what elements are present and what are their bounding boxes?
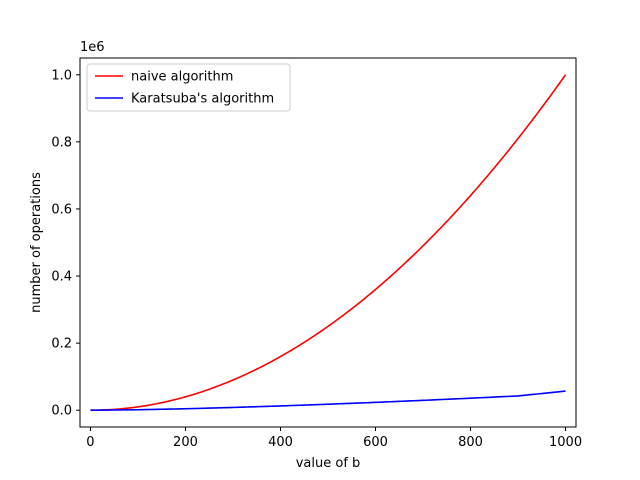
y-tick-label: 0.4 <box>51 270 72 285</box>
x-axis-ticks: 0 200 400 600 800 1000 <box>86 427 582 450</box>
x-tick-label: 400 <box>268 435 293 450</box>
plot-lines <box>90 74 567 412</box>
y-tick-label: 0.6 <box>51 202 72 217</box>
x-tick-label: 1000 <box>549 435 582 450</box>
x-tick-label: 800 <box>458 435 483 450</box>
legend-box <box>86 63 291 112</box>
series-line-naive <box>90 74 567 412</box>
y-axis-ticks: 0.0 0.2 0.4 0.6 0.8 1.0 <box>51 68 80 419</box>
x-tick-label: 600 <box>363 435 388 450</box>
axes-frame <box>79 57 577 428</box>
y-axis-offset-text: 1e6 <box>80 40 105 55</box>
y-axis-label: number of operations <box>29 172 44 313</box>
y-tick-label: 0.0 <box>51 404 72 419</box>
y-tick-label: 0.2 <box>51 337 72 352</box>
x-tick-label: 0 <box>86 435 94 450</box>
x-axis-label: value of b <box>296 456 361 471</box>
legend-label: Karatsuba's algorithm <box>131 92 274 107</box>
legend: naive algorithm Karatsuba's algorithm <box>86 63 291 112</box>
y-tick-label: 1.0 <box>51 68 72 83</box>
legend-label: naive algorithm <box>131 70 233 85</box>
series-line-karatsuba <box>90 390 566 412</box>
x-tick-label: 200 <box>173 435 198 450</box>
y-tick-label: 0.8 <box>51 135 72 150</box>
